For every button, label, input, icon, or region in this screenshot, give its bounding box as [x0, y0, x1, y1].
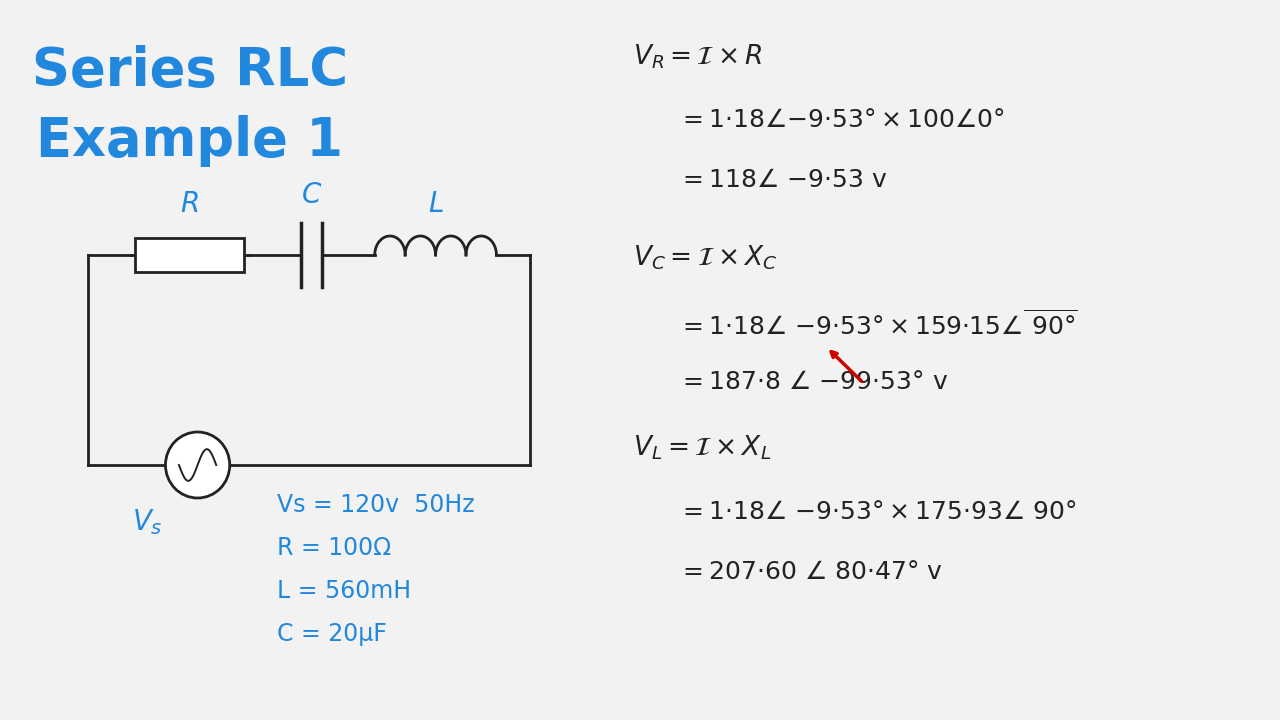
Text: Series RLC: Series RLC	[32, 45, 348, 97]
Text: R = 100Ω: R = 100Ω	[278, 536, 392, 560]
Text: C: C	[302, 181, 321, 209]
Text: $= 207{\cdot}60\ \angle\ 80{\cdot}47°\ \mathrm{v}$: $= 207{\cdot}60\ \angle\ 80{\cdot}47°\ \…	[678, 560, 943, 584]
Text: $= 1{\cdot}18\angle\ {-9{\cdot}53°} \times 159{\cdot}15\angle\overline{\ 90°}$: $= 1{\cdot}18\angle\ {-9{\cdot}53°} \tim…	[678, 310, 1078, 340]
Text: $= 118\angle\ {-9{\cdot}53}\ \mathrm{v}$: $= 118\angle\ {-9{\cdot}53}\ \mathrm{v}$	[678, 168, 888, 192]
Text: L = 560mH: L = 560mH	[278, 579, 412, 603]
Text: $V_R = \mathcal{I} \times R$: $V_R = \mathcal{I} \times R$	[632, 42, 762, 71]
Text: C = 20μF: C = 20μF	[278, 622, 388, 646]
Text: $V_C = \mathcal{I} \times X_C$: $V_C = \mathcal{I} \times X_C$	[632, 244, 777, 272]
FancyBboxPatch shape	[136, 238, 244, 272]
Text: $= 187{\cdot}8\ \angle\ {-99{\cdot}53°}\ \mathrm{v}$: $= 187{\cdot}8\ \angle\ {-99{\cdot}53°}\…	[678, 370, 948, 394]
Text: Example 1: Example 1	[36, 115, 343, 167]
Text: R: R	[180, 190, 200, 218]
Text: $V_s$: $V_s$	[132, 507, 163, 537]
Text: L: L	[428, 190, 443, 218]
Text: $V_L = \mathcal{I} \times X_L$: $V_L = \mathcal{I} \times X_L$	[632, 434, 771, 462]
Text: Vs = 120v  50Hz: Vs = 120v 50Hz	[278, 493, 475, 517]
Circle shape	[165, 432, 229, 498]
Text: $= 1{\cdot}18\angle\ {-9{\cdot}53°} \times 175{\cdot}93\angle\ 90°$: $= 1{\cdot}18\angle\ {-9{\cdot}53°} \tim…	[678, 500, 1076, 524]
Text: $= 1{\cdot}18\angle{-9{\cdot}53°} \times 100\angle 0°$: $= 1{\cdot}18\angle{-9{\cdot}53°} \times…	[678, 108, 1005, 132]
